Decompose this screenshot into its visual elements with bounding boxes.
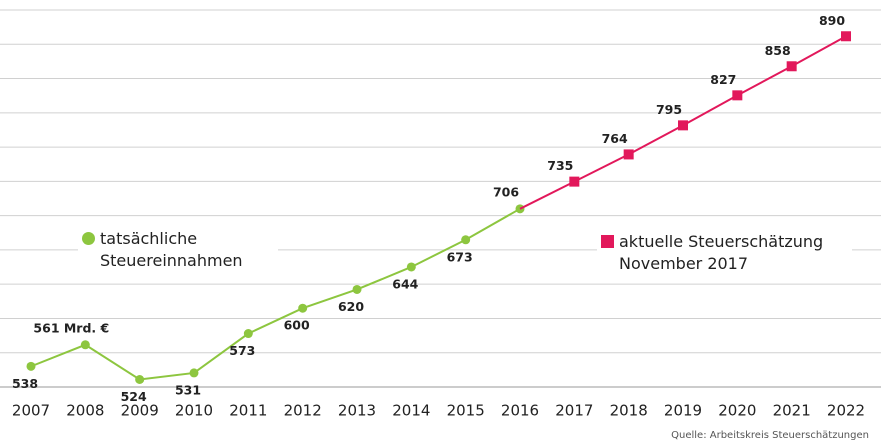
x-tick-label: 2017 bbox=[555, 402, 593, 420]
marker bbox=[189, 368, 199, 378]
x-tick-label: 2016 bbox=[501, 402, 539, 420]
data-label: 706 bbox=[493, 184, 519, 199]
legend-label: aktuelle Steuerschätzung November 2017 bbox=[619, 232, 824, 273]
marker bbox=[80, 340, 90, 350]
data-label: 620 bbox=[338, 299, 364, 314]
marker bbox=[352, 284, 362, 294]
source: Quelle: Arbeitskreis Steuerschätzungen bbox=[671, 430, 869, 441]
marker bbox=[786, 61, 797, 72]
data-label: 890 bbox=[819, 13, 845, 28]
x-tick-label: 2021 bbox=[773, 402, 811, 420]
data-label: 600 bbox=[284, 318, 310, 333]
x-tick-label: 2014 bbox=[392, 402, 430, 420]
marker bbox=[26, 361, 36, 371]
marker bbox=[678, 120, 688, 131]
data-label: 524 bbox=[121, 389, 147, 404]
data-label: 764 bbox=[602, 131, 628, 146]
marker bbox=[298, 303, 308, 313]
x-tick-label: 2020 bbox=[718, 402, 756, 420]
data-label: 644 bbox=[392, 276, 418, 291]
data-label: 561 Mrd. € bbox=[33, 320, 109, 335]
marker bbox=[569, 176, 580, 187]
data-label: 795 bbox=[656, 102, 682, 117]
marker bbox=[732, 90, 743, 101]
legend-swatch bbox=[601, 235, 614, 248]
legend-label: tatsächliche Steuereinnahmen bbox=[100, 229, 243, 270]
marker bbox=[406, 262, 416, 272]
data-label: 538 bbox=[12, 376, 38, 391]
x-tick-label: 2009 bbox=[121, 402, 159, 420]
legend-item: tatsächliche Steuereinnahmen bbox=[78, 226, 278, 276]
marker bbox=[243, 329, 253, 339]
legend-swatch bbox=[82, 232, 95, 245]
line bbox=[30, 207, 521, 381]
data-label: 531 bbox=[175, 382, 201, 397]
data-label: 827 bbox=[710, 72, 736, 87]
x-tick-label: 2013 bbox=[338, 402, 376, 420]
data-label: 858 bbox=[765, 43, 791, 58]
marker bbox=[623, 149, 634, 160]
x-tick-label: 2007 bbox=[12, 402, 50, 420]
x-tick-label: 2011 bbox=[229, 402, 267, 420]
x-tick-label: 2010 bbox=[175, 402, 213, 420]
legend-item: aktuelle Steuerschätzung November 2017 bbox=[597, 229, 852, 279]
x-tick-label: 2012 bbox=[284, 402, 322, 420]
x-tick-label: 2015 bbox=[447, 402, 485, 420]
x-tick-label: 2008 bbox=[66, 402, 104, 420]
x-tick-label: 2022 bbox=[827, 402, 865, 420]
x-tick-label: 2019 bbox=[664, 402, 702, 420]
data-label: 735 bbox=[547, 158, 573, 173]
data-label: 573 bbox=[229, 343, 255, 358]
marker bbox=[841, 31, 851, 42]
marker bbox=[135, 374, 145, 384]
data-label: 673 bbox=[447, 249, 473, 264]
marker bbox=[461, 235, 471, 245]
x-tick-label: 2018 bbox=[610, 402, 648, 420]
